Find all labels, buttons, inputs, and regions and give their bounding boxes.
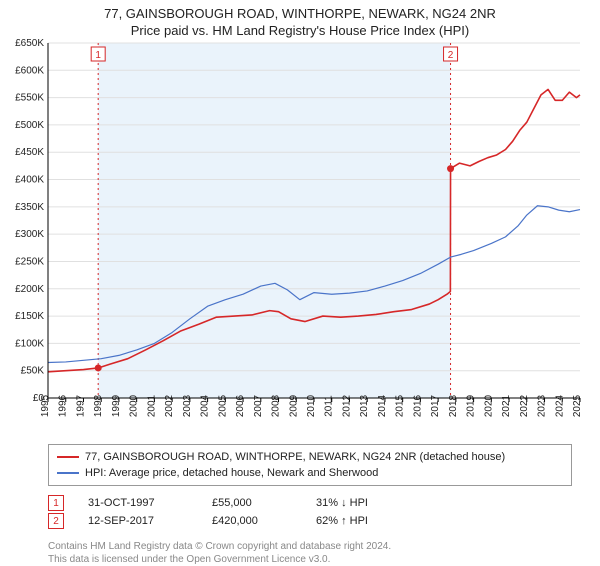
legend-box: 77, GAINSBOROUGH ROAD, WINTHORPE, NEWARK… [48, 444, 572, 486]
legend-swatch-property [57, 456, 79, 458]
y-tick-label: £550K [15, 93, 44, 104]
marker-2-date: 12-SEP-2017 [88, 515, 188, 527]
marker-2-box: 2 [48, 513, 64, 529]
y-tick-label: £300K [15, 229, 44, 240]
y-tick-label: £100K [15, 338, 44, 349]
legend-row-property: 77, GAINSBOROUGH ROAD, WINTHORPE, NEWARK… [57, 449, 563, 465]
legend-swatch-hpi [57, 472, 79, 474]
marker-table: 1 31-OCT-1997 £55,000 31% ↓ HPI 2 12-SEP… [48, 494, 572, 530]
chart-titles: 77, GAINSBOROUGH ROAD, WINTHORPE, NEWARK… [0, 6, 600, 38]
y-tick-label: £250K [15, 256, 44, 267]
y-tick-label: £200K [15, 284, 44, 295]
marker-row-2: 2 12-SEP-2017 £420,000 62% ↑ HPI [48, 512, 572, 530]
marker-1-pct: 31% ↓ HPI [316, 497, 368, 509]
title-line-1: 77, GAINSBOROUGH ROAD, WINTHORPE, NEWARK… [0, 6, 600, 21]
marker-2-price: £420,000 [212, 515, 292, 527]
marker-1-date: 31-OCT-1997 [88, 497, 188, 509]
marker-box-label-1: 1 [95, 50, 101, 61]
title-line-2: Price paid vs. HM Land Registry's House … [0, 23, 600, 38]
marker-row-1: 1 31-OCT-1997 £55,000 31% ↓ HPI [48, 494, 572, 512]
y-tick-label: £150K [15, 311, 44, 322]
y-tick-label: £500K [15, 120, 44, 131]
legend-row-hpi: HPI: Average price, detached house, Newa… [57, 465, 563, 481]
marker-2-pct: 62% ↑ HPI [316, 515, 368, 527]
y-tick-label: £450K [15, 147, 44, 158]
y-tick-label: £350K [15, 202, 44, 213]
y-tick-label: £400K [15, 175, 44, 186]
y-tick-label: £50K [21, 366, 45, 377]
y-tick-label: £600K [15, 65, 44, 76]
marker-1-price: £55,000 [212, 497, 292, 509]
footer-line-1: Contains HM Land Registry data © Crown c… [48, 540, 572, 553]
y-tick-label: £650K [15, 38, 44, 49]
marker-1-box: 1 [48, 495, 64, 511]
legend-label-property: 77, GAINSBOROUGH ROAD, WINTHORPE, NEWARK… [85, 451, 505, 463]
chart-area: £0£50K£100K£150K£200K£250K£300K£350K£400… [0, 38, 600, 438]
marker-box-label-2: 2 [448, 50, 454, 61]
chart-svg: £0£50K£100K£150K£200K£250K£300K£350K£400… [0, 38, 600, 438]
legend-label-hpi: HPI: Average price, detached house, Newa… [85, 467, 378, 479]
footer-attribution: Contains HM Land Registry data © Crown c… [48, 540, 572, 566]
